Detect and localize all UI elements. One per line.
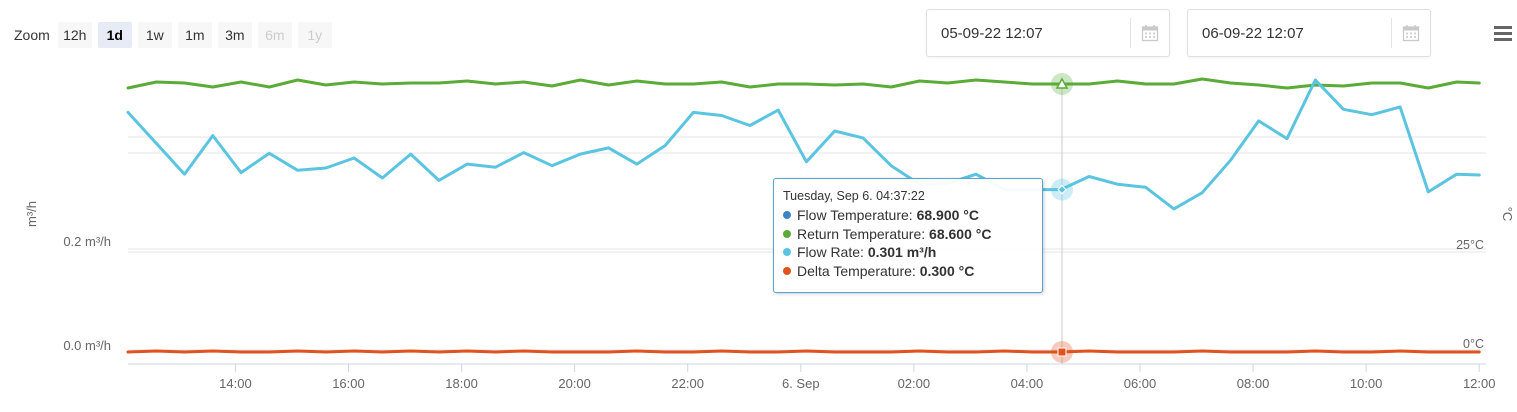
tooltip-series-value: 68.900 °C — [916, 207, 979, 223]
tooltip-row-flow-rate: Flow Rate: 0.301 m³/h — [783, 243, 1033, 262]
x-tick-label: 22:00 — [671, 376, 704, 391]
zoom-button-1y: 1y — [297, 22, 332, 48]
x-tick-label: 14:00 — [219, 376, 252, 391]
range-to-value[interactable]: 06-09-22 12:07 — [1202, 25, 1304, 42]
series-dot-icon — [783, 266, 791, 275]
tooltip-row-return-temperature: Return Temperature: 68.600 °C — [783, 225, 1033, 244]
x-tick-label: 16:00 — [332, 376, 365, 391]
series-line-return-temperature — [126, 77, 1481, 90]
tooltip-header: Tuesday, Sep 6. 04:37:22 — [783, 189, 925, 203]
tooltip-row-delta-temperature: Delta Temperature: 0.300 °C — [783, 262, 1033, 281]
y-right-tick-label: 0°C — [1463, 337, 1484, 351]
x-tick-label: 12:00 — [1463, 376, 1496, 391]
y-right-axis-title: °C — [1500, 207, 1515, 222]
hover-marker-triangle — [1055, 77, 1069, 89]
tooltip-series-name: Flow Rate — [797, 244, 861, 260]
tooltip-series-name: Flow Temperature — [797, 207, 909, 223]
range-from-divider — [1130, 18, 1131, 48]
tooltip-series-value: 0.301 m³/h — [867, 244, 937, 260]
y-right-tick-label: 25°C — [1456, 238, 1484, 252]
tooltip-row-flow-temperature: Flow Temperature: 68.900 °C — [783, 206, 1033, 225]
range-to-divider — [1391, 18, 1392, 48]
series-line-delta-temperature — [126, 349, 1481, 354]
tooltip-series-name: Delta Temperature — [797, 262, 912, 279]
zoom-button-1d[interactable]: 1d — [97, 22, 132, 48]
x-tick-label: 18:00 — [445, 376, 478, 391]
calendar-icon[interactable] — [1141, 24, 1159, 42]
series-dot-icon — [783, 248, 791, 256]
x-tick-label: 6. Sep — [782, 376, 820, 391]
zoom-label: Zoom — [14, 27, 50, 43]
series-line-flow-rate — [126, 78, 1481, 211]
hamburger-menu-icon[interactable] — [1494, 26, 1512, 46]
zoom-button-12h[interactable]: 12h — [57, 22, 92, 48]
zoom-button-1w[interactable]: 1w — [137, 22, 172, 48]
hover-marker-square — [1057, 347, 1067, 357]
crosshair-layer — [1050, 73, 1073, 364]
calendar-icon[interactable] — [1402, 24, 1420, 42]
range-from-value[interactable]: 05-09-22 12:07 — [941, 25, 1043, 42]
x-tick-label: 10:00 — [1350, 376, 1383, 391]
range-from-field[interactable]: 05-09-22 12:07 — [926, 9, 1170, 57]
range-to-field[interactable]: 06-09-22 12:07 — [1187, 9, 1431, 57]
x-tick-label: 06:00 — [1124, 376, 1157, 391]
x-tick-label: 08:00 — [1237, 376, 1270, 391]
chart-tooltip: Tuesday, Sep 6. 04:37:22 Flow Temperatur… — [773, 178, 1043, 293]
x-tick-label: 02:00 — [898, 376, 931, 391]
axis-layer: 14:00 16:00 18:00 20:00 22:00 6. Sep 02:00 04:0… — [24, 201, 1515, 391]
hover-marker-diamond — [1057, 184, 1067, 195]
zoom-bar: Zoom 12h 1d 1w 1m 3m 6m 1y — [14, 22, 332, 48]
series-dot-icon — [783, 229, 791, 238]
zoom-button-3m[interactable]: 3m — [217, 22, 252, 48]
y-left-axis-title: m³/h — [24, 201, 39, 227]
y-left-tick-label: 0.2 m³/h — [63, 234, 111, 249]
y-left-tick-label: 0.0 m³/h — [63, 338, 111, 353]
series-dot-icon — [783, 211, 791, 219]
series-layer — [126, 77, 1481, 354]
tooltip-series-value: 0.300 °C — [919, 262, 975, 279]
x-tick-label: 04:00 — [1011, 376, 1044, 391]
tooltip-series-value: 68.600 °C — [929, 225, 992, 242]
x-tick-label: 20:00 — [558, 376, 591, 391]
zoom-button-6m: 6m — [257, 22, 292, 48]
zoom-button-1m[interactable]: 1m — [177, 22, 212, 48]
tooltip-series-name: Return Temperature — [797, 225, 922, 242]
